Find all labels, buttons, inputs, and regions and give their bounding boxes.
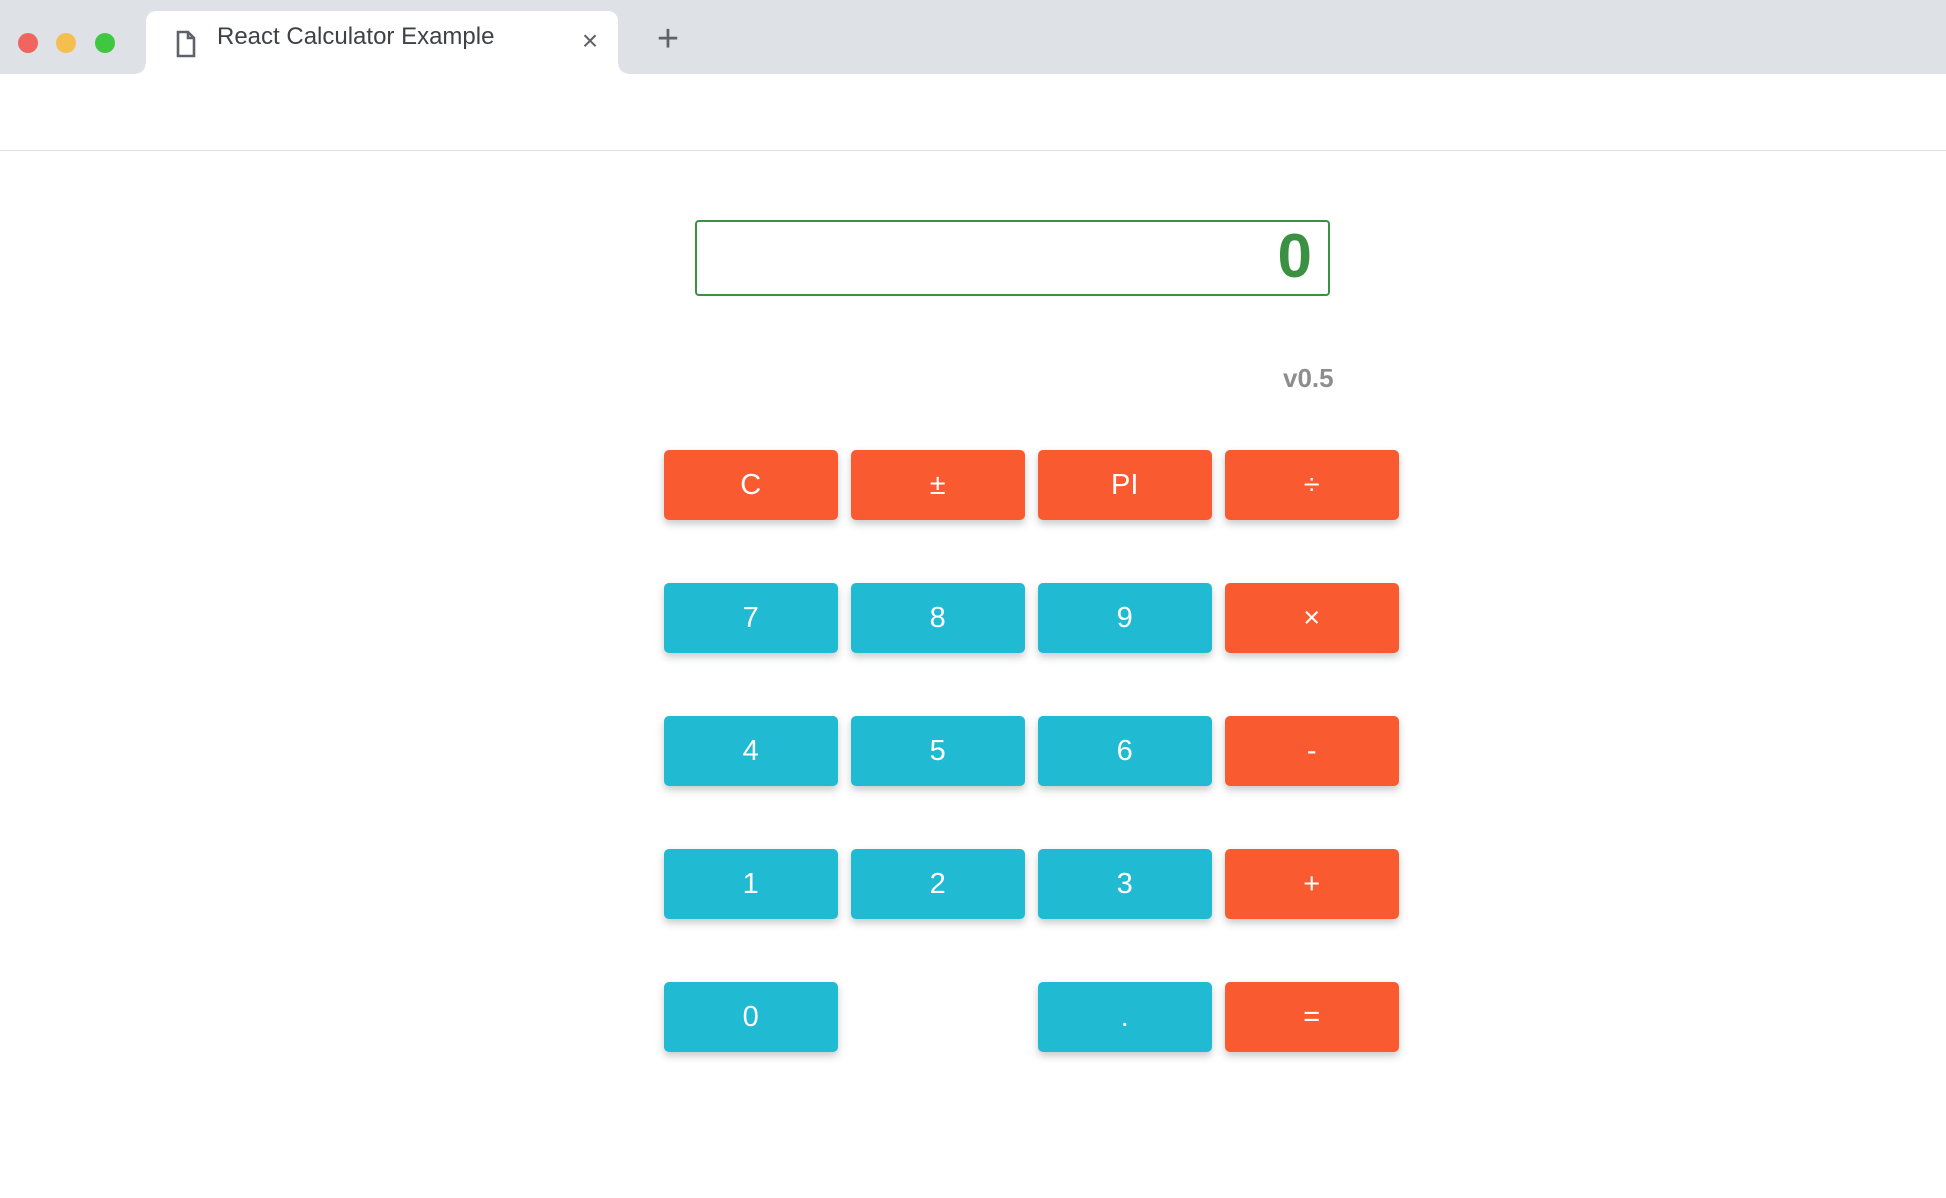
toolbar-divider (0, 150, 1946, 151)
calculator-page: 0 v0.5 C ± PI ÷ 7 8 9 × 4 5 6 - 1 2 3 + … (0, 151, 1946, 1198)
calc-button-4[interactable]: 4 (664, 716, 838, 786)
browser-toolbar: ← → ↻ i localhost:8080 ☆ (0, 74, 1946, 212)
page-favicon-icon (176, 30, 196, 58)
window-close-button[interactable] (18, 33, 38, 53)
calc-button-9[interactable]: 9 (1038, 583, 1212, 653)
window-zoom-button[interactable] (95, 33, 115, 53)
calculator-keypad: C ± PI ÷ 7 8 9 × 4 5 6 - 1 2 3 + 0 . = (664, 450, 1399, 1052)
calc-button-5[interactable]: 5 (851, 716, 1025, 786)
calc-button-add[interactable]: + (1225, 849, 1399, 919)
tab-title: React Calculator Example (217, 23, 495, 50)
calc-button-multiply[interactable]: × (1225, 583, 1399, 653)
tab-close-icon[interactable]: × (581, 25, 599, 56)
calc-button-6[interactable]: 6 (1038, 716, 1212, 786)
tab-curve-left (136, 64, 146, 74)
window-minimize-button[interactable] (56, 33, 76, 53)
calculator-display: 0 (695, 220, 1330, 296)
calc-button-3[interactable]: 3 (1038, 849, 1212, 919)
calc-button-7[interactable]: 7 (664, 583, 838, 653)
calc-button-divide[interactable]: ÷ (1225, 450, 1399, 520)
calc-button-subtract[interactable]: - (1225, 716, 1399, 786)
calc-button-decimal[interactable]: . (1038, 982, 1212, 1052)
calc-button-clear[interactable]: C (664, 450, 838, 520)
calc-button-8[interactable]: 8 (851, 583, 1025, 653)
calc-button-pi[interactable]: PI (1038, 450, 1212, 520)
calc-button-0[interactable]: 0 (664, 982, 838, 1052)
calc-button-plus-minus[interactable]: ± (851, 450, 1025, 520)
calc-button-equals[interactable]: = (1225, 982, 1399, 1052)
calc-button-1[interactable]: 1 (664, 849, 838, 919)
calc-button-2[interactable]: 2 (851, 849, 1025, 919)
version-label: v0.5 (1283, 363, 1334, 393)
browser-tab-strip: React Calculator Example × + (0, 0, 1946, 74)
tab-curve-right (618, 64, 628, 74)
browser-tab[interactable] (146, 11, 618, 74)
new-tab-icon[interactable]: + (656, 18, 680, 60)
